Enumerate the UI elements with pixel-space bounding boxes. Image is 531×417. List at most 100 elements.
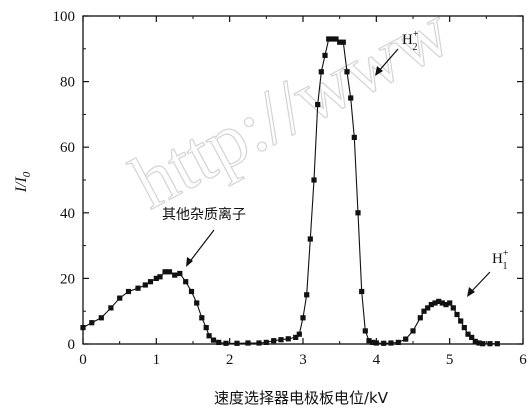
data-point [216, 339, 222, 345]
data-point [188, 288, 195, 295]
data-point [351, 134, 357, 140]
data-point [293, 334, 299, 340]
data-point [223, 340, 229, 346]
data-point [89, 320, 95, 326]
y-tick-label: 80 [60, 75, 75, 91]
data-point [206, 333, 212, 339]
y-tick-label: 40 [60, 206, 75, 222]
data-point [370, 339, 376, 345]
h2-annotation: H+ 2 [402, 29, 419, 53]
data-point [469, 334, 475, 340]
data-point [428, 302, 434, 308]
data-point [443, 302, 449, 308]
data-point [388, 340, 394, 346]
data-point [256, 340, 262, 346]
data-point [465, 331, 471, 337]
y-axis-title: I/I0 [13, 171, 33, 193]
impurity-annotation: 其他杂质离子 [162, 206, 246, 223]
data-point [487, 341, 493, 347]
x-tick-label: 1 [153, 352, 161, 368]
data-point [410, 328, 416, 334]
data-point [403, 336, 409, 342]
data-point [203, 325, 209, 331]
data-point [344, 69, 350, 75]
data-point [311, 177, 317, 183]
data-point [436, 298, 442, 304]
y-tick-label: 20 [60, 271, 75, 287]
x-tick-label: 2 [226, 352, 234, 368]
data-point [322, 52, 328, 58]
h1-annotation: H+ 1 [492, 248, 509, 272]
data-point [373, 340, 379, 346]
data-point [263, 339, 269, 345]
y-tick-labels: 0 20 40 60 80 100 [53, 9, 76, 353]
data-point [245, 340, 251, 346]
y-tick-label: 0 [68, 337, 76, 353]
data-point [157, 274, 163, 280]
data-point [348, 95, 354, 101]
data-point [177, 270, 183, 277]
data-point [480, 341, 486, 347]
data-point [153, 275, 159, 281]
data-point [199, 315, 205, 321]
impurity-arrow [187, 229, 215, 265]
x-tick-labels: 0 1 2 3 4 5 6 [79, 352, 527, 368]
data-point [210, 337, 217, 343]
data-point [359, 288, 365, 295]
data-point [117, 295, 123, 301]
x-tick-label: 6 [519, 352, 527, 368]
y-tick-label: 60 [60, 140, 75, 156]
data-point [326, 36, 332, 42]
data-point [366, 338, 372, 344]
data-point [381, 340, 387, 346]
data-point [476, 340, 482, 346]
data-point [340, 39, 346, 45]
series-markers [80, 36, 500, 347]
data-point [304, 292, 310, 298]
data-point [98, 315, 104, 321]
data-point [296, 331, 302, 337]
data-point [166, 269, 173, 275]
data-point [315, 102, 321, 108]
data-point [447, 300, 453, 306]
x-tick-label: 5 [446, 352, 454, 368]
data-point [333, 36, 339, 42]
h2-arrow [377, 48, 399, 73]
data-point [147, 279, 154, 285]
x-tick-label: 4 [373, 352, 381, 368]
data-point [108, 305, 114, 311]
data-point [494, 341, 500, 347]
data-point [329, 36, 335, 42]
h1-arrowhead [467, 287, 475, 297]
data-point [450, 305, 456, 311]
data-point [432, 300, 438, 306]
data-point [300, 315, 306, 321]
data-point [307, 236, 313, 242]
data-point [395, 339, 401, 345]
data-point [439, 300, 445, 306]
data-point [278, 337, 284, 343]
x-tick-label: 3 [299, 352, 307, 368]
x-tick-label: 0 [79, 352, 87, 368]
data-point [318, 69, 324, 75]
data-point [355, 210, 361, 216]
data-point [421, 308, 427, 314]
data-point [162, 269, 168, 275]
data-point [458, 318, 464, 324]
data-point [472, 338, 478, 344]
x-axis-title: 速度选择器电极板电位/kV [214, 389, 389, 407]
data-point [142, 282, 148, 288]
data-point [417, 315, 423, 321]
data-point [80, 325, 86, 331]
data-point [454, 311, 460, 318]
data-point [172, 272, 178, 278]
data-point [183, 279, 189, 285]
data-point [362, 328, 368, 334]
impurity-arrowhead [186, 257, 193, 267]
data-point [194, 300, 200, 306]
data-point [425, 305, 431, 311]
data-point [125, 288, 132, 295]
h1-arrow [469, 271, 491, 294]
data-point [271, 338, 277, 344]
